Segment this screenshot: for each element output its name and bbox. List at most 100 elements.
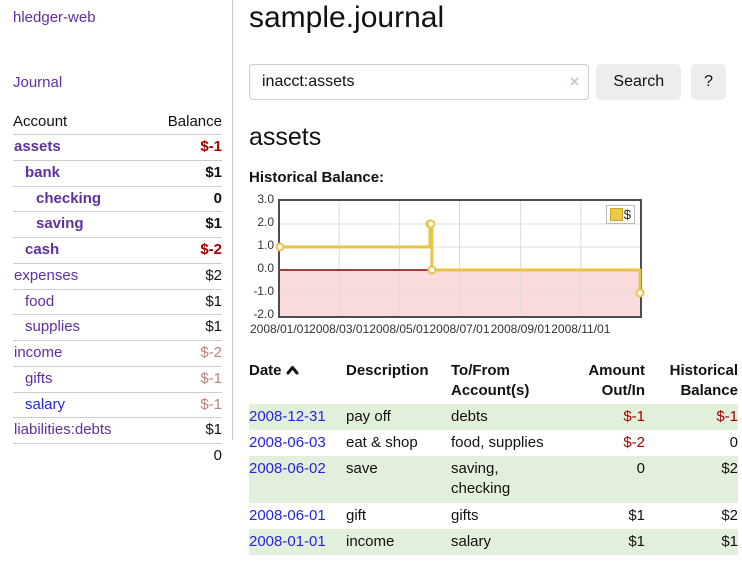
transaction-description: income <box>346 532 395 550</box>
date-header-label: Date <box>249 362 282 379</box>
account-row: expenses $2 <box>13 262 222 289</box>
accounts-total-row: 0 <box>13 442 222 469</box>
search-input[interactable] <box>249 64 590 100</box>
accounts-header-account: Account <box>13 113 68 130</box>
transaction-description: gift <box>346 506 367 524</box>
transaction-amount: 0 <box>636 460 645 477</box>
legend-label: $ <box>623 207 631 222</box>
help-button[interactable]: ? <box>691 64 726 100</box>
x-tick-label: 2008/01/01 <box>249 322 311 336</box>
sidebar-account-saving[interactable]: saving <box>36 215 84 233</box>
sort-ascending-icon <box>286 361 299 381</box>
account-row: liabilities:debts $1 <box>13 417 222 444</box>
account-balance: $-1 <box>147 391 222 418</box>
sidebar-account-supplies[interactable]: supplies <box>25 318 81 336</box>
search-row: × Search ? <box>249 64 726 100</box>
account-heading: assets <box>249 123 322 151</box>
account-balance: $1 <box>147 314 222 341</box>
transaction-accounts: salary <box>451 532 492 550</box>
transaction-accounts: food, supplies <box>451 433 544 451</box>
y-tick-label: -1.0 <box>253 284 274 298</box>
y-tick-label: 3.0 <box>257 192 274 206</box>
account-balance: $-1 <box>147 365 222 392</box>
x-tick-label: 2008/09/01 <box>490 322 551 336</box>
accounts-total-value: 0 <box>147 442 222 469</box>
transaction-balance: 0 <box>729 433 738 451</box>
y-tick-label: 2.0 <box>257 215 274 229</box>
sidebar-account-expenses[interactable]: expenses <box>14 266 79 284</box>
y-tick-label: 1.0 <box>257 238 274 252</box>
register-row: 2008-06-02 save saving, checking 0 $2 <box>249 456 738 503</box>
account-balance: $-1 <box>147 134 222 161</box>
sidebar-account-bank[interactable]: bank <box>25 163 61 181</box>
sidebar-account-liabilities-debts[interactable]: liabilities:debts <box>14 421 112 439</box>
x-tick-label: 2008/03/01 <box>309 322 370 336</box>
register-row: 2008-06-01 gift gifts $1 $2 <box>249 503 738 529</box>
search-box: × <box>249 64 590 100</box>
account-row: food $1 <box>13 288 222 315</box>
register-row: 2008-12-31 pay off debts $-1 $-1 <box>249 403 738 430</box>
sidebar-account-assets[interactable]: assets <box>14 138 61 155</box>
sidebar-item-journal[interactable]: Journal <box>13 74 63 91</box>
transaction-accounts: debts <box>451 407 488 425</box>
transaction-date-link[interactable]: 2008-06-01 <box>249 506 326 524</box>
chart-legend: $ <box>605 205 635 224</box>
register-table-body: 2008-12-31 pay off debts $-1 $-1 2008-06-03 ea… <box>249 403 738 555</box>
sidebar-account-salary[interactable]: salary <box>25 395 66 413</box>
sidebar: hledger-web Journal Account Balance asse… <box>0 0 233 469</box>
chart-svg <box>275 201 645 316</box>
main-content: sample.journal × Search ? assets Histori… <box>233 0 738 555</box>
brand-link[interactable]: hledger-web <box>13 9 96 26</box>
account-row: cash $-2 <box>13 237 222 264</box>
account-balance: 0 <box>147 185 222 212</box>
account-row: supplies $1 <box>13 314 222 341</box>
register-row: 2008-01-01 income salary $1 $1 <box>249 528 738 555</box>
accounts-header-row: Account Balance <box>13 109 222 135</box>
register-row: 2008-06-03 eat & shop food, supplies $-2 0 <box>249 430 738 456</box>
x-tick-label: 2008/05/01 <box>369 322 430 336</box>
sidebar-account-income[interactable]: income <box>14 344 63 361</box>
transaction-balance: $1 <box>721 532 738 550</box>
page-title: sample.journal <box>249 1 445 34</box>
transaction-amount: $-1 <box>623 407 645 425</box>
account-balance: $2 <box>147 262 222 289</box>
register-header-balance: Historical Balance <box>669 362 738 400</box>
account-row: bank $1 <box>13 159 222 186</box>
app-layout: hledger-web Journal Account Balance asse… <box>0 0 738 555</box>
transaction-date-link[interactable]: 2008-06-02 <box>249 460 326 477</box>
account-row: assets $-1 <box>13 134 222 161</box>
transaction-date-link[interactable]: 2008-06-03 <box>249 433 326 451</box>
historical-balance-chart: $ 3.0 2.0 1.0 0.0 -1.0 -2.0 2008/01/01 2008/03/… <box>249 192 726 338</box>
account-balance: $1 <box>147 417 222 444</box>
transaction-balance: $2 <box>721 460 738 477</box>
transaction-accounts: gifts <box>451 506 479 524</box>
x-tick-label: 2008/11/01 <box>551 322 611 336</box>
account-balance: $1 <box>147 211 222 238</box>
y-tick-label: 0.0 <box>257 261 274 275</box>
register-header-amount: Amount Out/In <box>588 362 645 400</box>
search-button[interactable]: Search <box>596 64 682 100</box>
chart-label: Historical Balance: <box>249 169 385 186</box>
register-table: Date Description To/From Account(s) Amou… <box>249 359 738 555</box>
transaction-accounts: saving, checking <box>451 460 511 498</box>
clear-search-icon[interactable]: × <box>569 72 580 91</box>
account-row: salary $-1 <box>13 391 222 418</box>
legend-swatch-icon <box>609 208 623 221</box>
y-tick-label: -2.0 <box>253 307 274 321</box>
transaction-amount: $-2 <box>623 433 645 451</box>
account-row: gifts $-1 <box>13 365 222 392</box>
account-balance: $-2 <box>147 340 222 367</box>
sidebar-account-cash[interactable]: cash <box>25 241 60 258</box>
register-header-description: Description <box>346 362 429 379</box>
transaction-date-link[interactable]: 2008-01-01 <box>249 532 326 550</box>
sidebar-account-checking[interactable]: checking <box>36 189 102 207</box>
chart-plot-area: $ <box>275 199 645 318</box>
register-header-date[interactable]: Date <box>249 359 346 404</box>
transaction-date-link[interactable]: 2008-12-31 <box>249 407 326 425</box>
sidebar-account-gifts[interactable]: gifts <box>25 369 53 387</box>
transaction-balance: $2 <box>721 506 738 524</box>
sidebar-account-food[interactable]: food <box>25 292 55 310</box>
accounts-table: Account Balance assets $-1 bank $1 checking 0… <box>13 109 222 469</box>
account-balance: $-2 <box>147 237 222 264</box>
account-balance: $1 <box>147 288 222 315</box>
